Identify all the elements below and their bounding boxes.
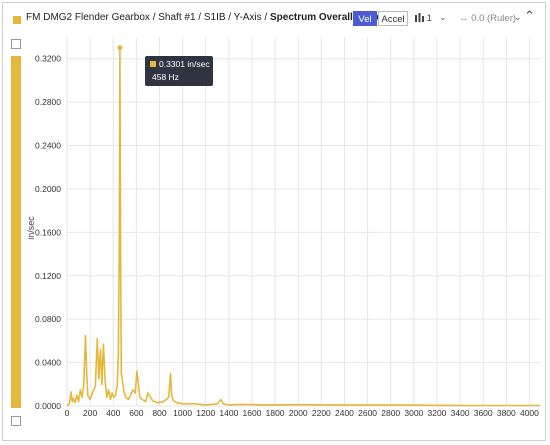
y-tick-label: 0.1600 (35, 227, 61, 237)
bar-chart-icon (415, 13, 424, 22)
vel-toggle-button[interactable]: Vel (353, 11, 377, 26)
top-checkbox[interactable] (11, 39, 21, 49)
x-tick-label: 0 (65, 408, 70, 418)
spectrum-chart[interactable]: 0 200 400 600 800 1000 1200 1400 1600 1800 2000 220… (3, 3, 547, 442)
x-tick-label: 1600 (243, 408, 262, 418)
caret-up-icon[interactable]: ⌃ (524, 8, 535, 23)
bottom-checkbox[interactable] (11, 416, 21, 426)
ruler-value: 0.0 (Ruler) (471, 13, 517, 24)
peak-marker (117, 45, 123, 51)
spectrum-panel: FM DMG2 Flender Gearbox / Shaft #1 / S1I… (2, 2, 546, 441)
peak-tooltip: 0.3301 in/sec 458 Hz (145, 56, 213, 86)
x-tick-label: 1800 (266, 408, 285, 418)
title-measurement: Spectrum Overall Velocity (270, 12, 394, 23)
x-tick-label: 1000 (173, 408, 192, 418)
y-axis-label: in/sec (26, 216, 36, 240)
y-tick-label: 0.2400 (35, 141, 61, 151)
accel-toggle-button[interactable]: Accel (378, 11, 408, 26)
y-tick-label: 0.1200 (35, 271, 61, 281)
x-tick-label: 1200 (196, 408, 215, 418)
x-tick-label: 3600 (474, 408, 493, 418)
x-tick-label: 1400 (219, 408, 238, 418)
double-arrow-icon: ↔ (459, 13, 469, 24)
x-tick-label: 2400 (335, 408, 354, 418)
x-tick-label: 4000 (520, 408, 539, 418)
series-count-value: 1 (426, 13, 432, 24)
tooltip-frequency: 458 Hz (152, 72, 179, 82)
panel-title: FM DMG2 Flender Gearbox / Shaft #1 / S1I… (26, 12, 393, 23)
title-path: FM DMG2 Flender Gearbox / Shaft #1 / S1I… (26, 12, 270, 23)
x-tick-label: 3800 (497, 408, 516, 418)
x-tick-label: 3400 (451, 408, 470, 418)
x-tick-label: 3200 (427, 408, 446, 418)
panel-header: FM DMG2 Flender Gearbox / Shaft #1 / S1I… (3, 3, 545, 33)
y-tick-label: 0.0400 (35, 358, 61, 368)
series-color-swatch (13, 16, 21, 24)
tooltip-value: 0.3301 in/sec (159, 59, 210, 69)
y-tick-label: 0.3200 (35, 54, 61, 64)
x-tick-label: 2800 (381, 408, 400, 418)
x-tick-label: 600 (129, 408, 143, 418)
y-tick-label: 0.2800 (35, 97, 61, 107)
x-tick-label: 400 (106, 408, 120, 418)
ruler-dropdown[interactable]: ↔ 0.0 (Ruler) (459, 11, 516, 26)
x-tick-label: 200 (83, 408, 97, 418)
x-tick-label: 2600 (358, 408, 377, 418)
chevron-down-icon[interactable]: ⌄ (514, 12, 522, 22)
chevron-down-icon[interactable]: ⌄ (439, 12, 447, 22)
x-tick-label: 3000 (404, 408, 423, 418)
y-tick-label: 0.0800 (35, 314, 61, 324)
x-tick-label: 2000 (289, 408, 308, 418)
tooltip-swatch (150, 61, 156, 67)
y-tick-label: 0.2000 (35, 184, 61, 194)
series-line (66, 46, 540, 407)
series-color-bar[interactable] (11, 56, 21, 408)
series-count-dropdown[interactable]: 1 (415, 11, 432, 26)
x-tick-label: 800 (152, 408, 166, 418)
y-tick-label: 0.0000 (35, 401, 61, 411)
x-tick-label: 2200 (312, 408, 331, 418)
